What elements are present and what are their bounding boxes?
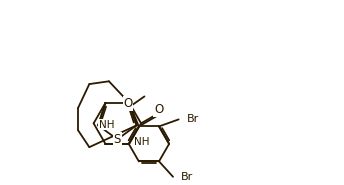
Text: O: O (123, 97, 133, 110)
Text: Br: Br (181, 172, 193, 182)
Text: NH: NH (134, 137, 150, 147)
Text: NH: NH (99, 120, 114, 130)
Text: O: O (154, 103, 163, 116)
Text: S: S (114, 133, 121, 146)
Text: Br: Br (186, 114, 199, 124)
